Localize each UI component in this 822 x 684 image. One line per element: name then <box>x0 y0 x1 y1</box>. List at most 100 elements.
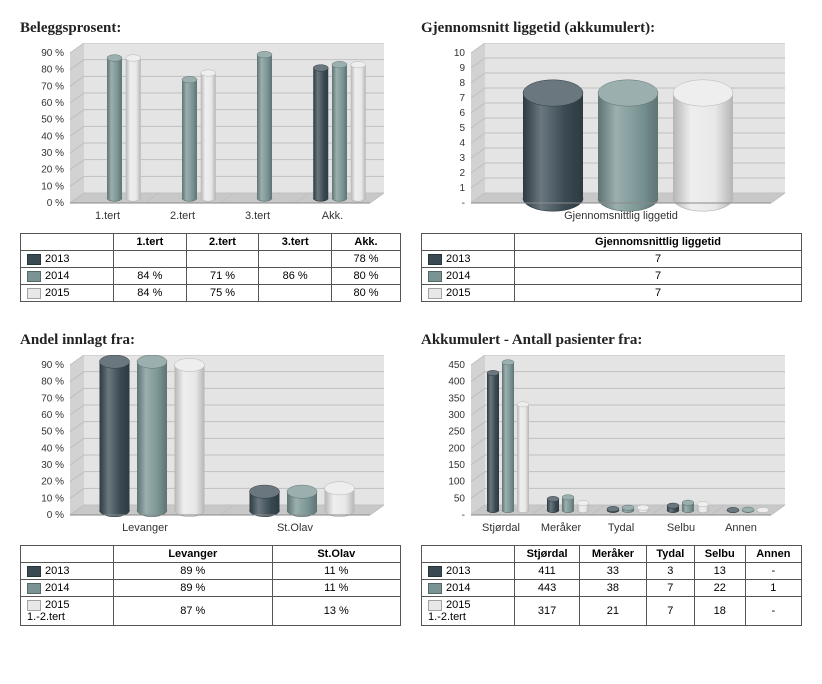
col-header: Gjennomsnittlig liggetid <box>515 234 802 251</box>
cell <box>186 251 259 268</box>
panel-liggetid: Gjennomsnitt liggetid (akkumulert): - 1 2 3… <box>421 20 802 302</box>
chart1-svg-wrap: 0 %10 %20 %30 %40 %50 %60 %70 %80 %90 % <box>20 43 401 233</box>
svg-text:-: - <box>462 198 465 209</box>
chart4-table-wrap: StjørdalMeråkerTydalSelbuAnnen2013411333… <box>421 545 802 626</box>
svg-text:50 %: 50 % <box>41 427 64 438</box>
cell: 11 % <box>272 580 400 597</box>
col-header: Tydal <box>646 546 694 563</box>
cell: 7 <box>515 251 802 268</box>
svg-text:60 %: 60 % <box>41 98 64 109</box>
chart-svg: -50100150200250300350400450 <box>421 355 791 545</box>
svg-text:90 %: 90 % <box>41 48 64 59</box>
chart4-title: Akkumulert - Antall pasienter fra: <box>421 332 802 349</box>
col-header: 1.tert <box>114 234 187 251</box>
svg-text:30 %: 30 % <box>41 148 64 159</box>
svg-text:Tydal: Tydal <box>608 522 634 534</box>
svg-text:30 %: 30 % <box>41 460 64 471</box>
col-header: Annen <box>745 546 801 563</box>
cell: 75 % <box>186 285 259 302</box>
svg-text:300: 300 <box>448 410 465 421</box>
svg-text:3: 3 <box>459 153 465 164</box>
chart3-svg-wrap: 0 %10 %20 %30 %40 %50 %60 %70 %80 %90 % <box>20 355 401 545</box>
svg-text:Levanger: Levanger <box>122 522 168 534</box>
cell: 411 <box>515 563 580 580</box>
svg-text:70 %: 70 % <box>41 81 64 92</box>
series-row-head: 2015 1.-2.tert <box>21 597 114 626</box>
svg-text:40 %: 40 % <box>41 443 64 454</box>
cell: 13 <box>694 563 745 580</box>
series-row-head: 2013 <box>21 563 114 580</box>
svg-text:40 %: 40 % <box>41 131 64 142</box>
data-table: StjørdalMeråkerTydalSelbuAnnen2013411333… <box>421 545 802 626</box>
cell: 11 % <box>272 563 400 580</box>
svg-text:10 %: 10 % <box>41 181 64 192</box>
cell: 84 % <box>114 268 187 285</box>
cell: 71 % <box>186 268 259 285</box>
series-row-head: 2015 1.-2.tert <box>422 597 515 626</box>
col-header: St.Olav <box>272 546 400 563</box>
col-header: 3.tert <box>259 234 332 251</box>
panel-beleggsprosent: Beleggsprosent: 0 %10 %20 %30 %40 %50 %6… <box>20 20 401 302</box>
svg-text:80 %: 80 % <box>41 65 64 76</box>
svg-text:4: 4 <box>459 138 465 149</box>
svg-text:1: 1 <box>459 183 465 194</box>
svg-text:150: 150 <box>448 460 465 471</box>
svg-text:Meråker: Meråker <box>541 522 582 534</box>
chart2-title: Gjennomsnitt liggetid (akkumulert): <box>421 20 802 37</box>
panel-antall-pasienter: Akkumulert - Antall pasienter fra: -5010… <box>421 332 802 626</box>
chart1-title: Beleggsprosent: <box>20 20 401 37</box>
cell: 80 % <box>332 285 401 302</box>
svg-text:10: 10 <box>454 48 466 59</box>
col-header: Stjørdal <box>515 546 580 563</box>
chart-svg: -12345678910 Gjennomsnittlig liggetid <box>421 43 791 233</box>
cell: 21 <box>580 597 647 626</box>
chart-svg: 0 %10 %20 %30 %40 %50 %60 %70 %80 %90 % <box>20 355 390 545</box>
svg-text:St.Olav: St.Olav <box>277 522 314 534</box>
series-row-head: 2014 <box>21 268 114 285</box>
cell: 13 % <box>272 597 400 626</box>
series-row-head: 2014 <box>21 580 114 597</box>
svg-text:20 %: 20 % <box>41 477 64 488</box>
series-row-head: 2015 <box>21 285 114 302</box>
cell: 1 <box>745 580 801 597</box>
chart2-table-wrap: Gjennomsnittlig liggetid201372014720157 <box>421 233 802 302</box>
svg-text:3.tert: 3.tert <box>245 210 270 222</box>
panel-andel-innlagt: Andel innlagt fra: 0 %10 %20 %30 %40 %50… <box>20 332 401 626</box>
svg-text:20 %: 20 % <box>41 165 64 176</box>
svg-text:10 %: 10 % <box>41 493 64 504</box>
series-row-head: 2014 <box>422 580 515 597</box>
svg-text:350: 350 <box>448 393 465 404</box>
cell <box>259 285 332 302</box>
svg-text:2: 2 <box>459 168 465 179</box>
cell: 7 <box>515 285 802 302</box>
svg-text:Selbu: Selbu <box>667 522 695 534</box>
series-row-head: 2013 <box>422 251 515 268</box>
svg-text:1.tert: 1.tert <box>95 210 120 222</box>
svg-text:80 %: 80 % <box>41 377 64 388</box>
cell: 7 <box>515 268 802 285</box>
cell: 87 % <box>114 597 273 626</box>
cell: 86 % <box>259 268 332 285</box>
cell: 33 <box>580 563 647 580</box>
cell: 89 % <box>114 563 273 580</box>
svg-text:Akk.: Akk. <box>322 210 343 222</box>
chart-svg: 0 %10 %20 %30 %40 %50 %60 %70 %80 %90 % <box>20 43 390 233</box>
cell <box>114 251 187 268</box>
cell: 80 % <box>332 268 401 285</box>
svg-text:8: 8 <box>459 78 465 89</box>
chart1-table-wrap: 1.tert2.tert3.tertAkk.201378 %201484 %71… <box>20 233 401 302</box>
col-header: 2.tert <box>186 234 259 251</box>
data-table: 1.tert2.tert3.tertAkk.201378 %201484 %71… <box>20 233 401 302</box>
cell: - <box>745 597 801 626</box>
cell: 7 <box>646 597 694 626</box>
svg-text:400: 400 <box>448 377 465 388</box>
col-header: Akk. <box>332 234 401 251</box>
svg-text:50 %: 50 % <box>41 115 64 126</box>
cell: 38 <box>580 580 647 597</box>
svg-text:Stjørdal: Stjørdal <box>482 522 520 534</box>
svg-text:2.tert: 2.tert <box>170 210 195 222</box>
svg-text:60 %: 60 % <box>41 410 64 421</box>
svg-text:250: 250 <box>448 427 465 438</box>
data-table: Gjennomsnittlig liggetid201372014720157 <box>421 233 802 302</box>
cell: 317 <box>515 597 580 626</box>
